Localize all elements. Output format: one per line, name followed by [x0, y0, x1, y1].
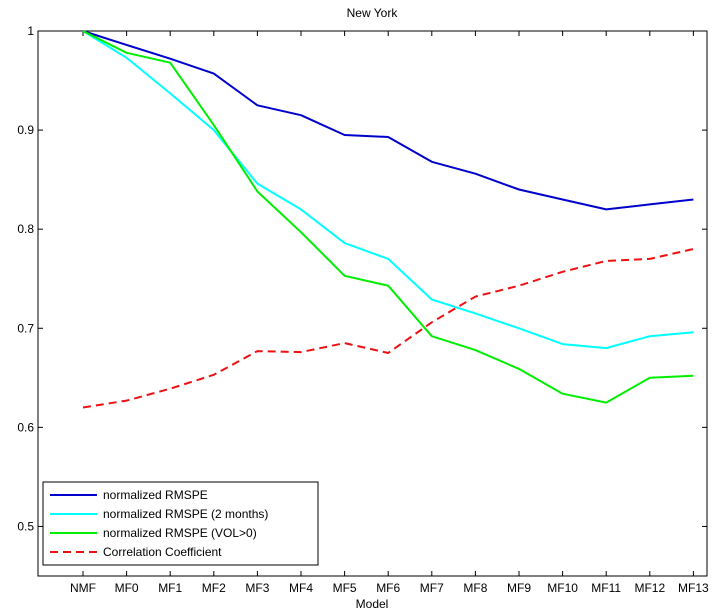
x-tick-label: NMF [70, 581, 96, 595]
x-tick-label: MF9 [507, 581, 531, 595]
x-tick-label: MF8 [463, 581, 487, 595]
legend: normalized RMSPE normalized RMSPE (2 mont… [42, 481, 319, 566]
x-tick-label: MF12 [634, 581, 665, 595]
y-tick-label: 0.9 [17, 123, 34, 137]
y-tick-label: 1 [27, 24, 34, 38]
x-tick-label: MF10 [547, 581, 578, 595]
x-tick-label: MF4 [289, 581, 313, 595]
legend-label: Correlation Coefficient [103, 545, 222, 559]
y-tick-label: 0.8 [17, 222, 34, 236]
y-tick-label: 0.7 [17, 321, 34, 335]
x-tick-label: MF3 [245, 581, 269, 595]
x-tick-label: MF5 [333, 581, 357, 595]
x-tick-label: MF0 [115, 581, 139, 595]
x-tick-label: MF1 [158, 581, 182, 595]
series-line-3 [82, 248, 694, 409]
x-tick-label: MF7 [420, 581, 444, 595]
legend-label: normalized RMSPE (VOL>0) [103, 526, 257, 540]
x-tick-label: MF11 [591, 581, 621, 595]
chart-title: New York [347, 6, 399, 20]
x-tick-label: MF6 [376, 581, 400, 595]
y-axis: 0.5 0.6 0.7 0.8 0.9 1 [17, 24, 707, 533]
y-tick-label: 0.6 [17, 420, 34, 434]
series-line-0 [82, 30, 694, 211]
legend-label: normalized RMSPE [103, 488, 208, 502]
x-tick-label: MF13 [678, 581, 709, 595]
series-line-2 [82, 30, 694, 404]
x-axis: NMF MF0 MF1 MF2 MF3 MF4 MF5 MF6 MF7 MF8 MF9 MF10 MF1… [70, 31, 709, 595]
y-tick-label: 0.5 [17, 519, 34, 533]
x-tick-label: MF2 [202, 581, 226, 595]
x-axis-label: Model [356, 597, 389, 611]
series-lines [82, 30, 694, 409]
legend-label: normalized RMSPE (2 months) [103, 507, 268, 521]
series-line-1 [82, 30, 694, 350]
